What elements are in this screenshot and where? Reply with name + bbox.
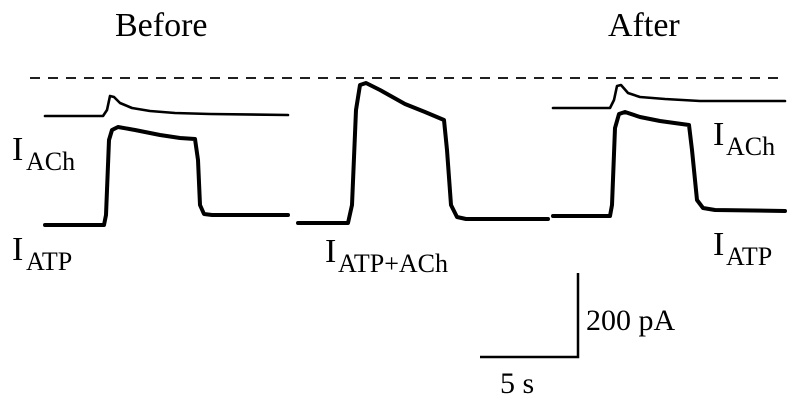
svg-text:I: I [713,226,724,263]
svg-text:I: I [713,116,724,153]
svg-text:I: I [325,233,336,270]
trace-ach-before [43,94,290,118]
scale-bar-current-label: 200 pA [586,304,676,337]
svg-text:I: I [12,231,23,268]
scale-bar-time-label: 5 s [500,367,534,400]
label-iach-before: I ACh [12,131,75,176]
label-iatp-plus-ach: I ATP+ACh [325,233,448,278]
label-iatp-after: I ATP [713,226,772,271]
heading-before: Before [115,7,208,44]
svg-text:ACh: ACh [726,132,775,161]
scale-bar [480,273,580,359]
trace-ach-after [551,83,787,110]
label-iatp-before: I ATP [12,231,72,276]
trace-atp-before [43,125,290,227]
trace-atp-plus-ach [296,81,550,225]
svg-text:ATP: ATP [726,242,772,271]
trace-atp-after [551,110,787,218]
svg-text:ACh: ACh [26,147,75,176]
svg-text:I: I [12,131,23,168]
label-iach-after: I ACh [713,116,775,161]
svg-text:ATP+ACh: ATP+ACh [338,249,448,278]
svg-text:ATP: ATP [26,247,72,276]
heading-after: After [608,7,680,44]
